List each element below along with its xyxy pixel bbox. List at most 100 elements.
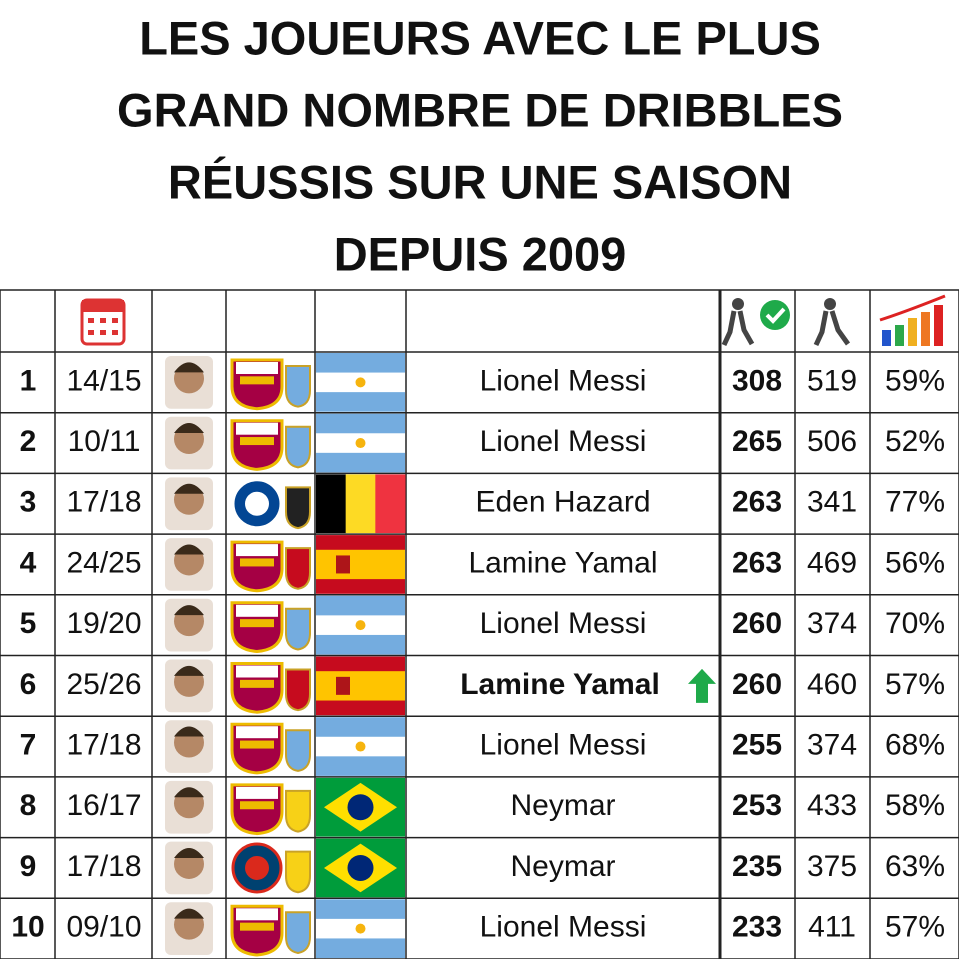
rank: 5 [20, 607, 37, 640]
club-crest-top [236, 362, 278, 374]
player-name: Lionel Messi [480, 607, 647, 640]
rate: 52% [885, 425, 945, 458]
club-crest-band [240, 619, 274, 628]
club-crest-top [236, 544, 278, 557]
rate: 77% [885, 486, 945, 519]
title-line: LES JOUEURS AVEC LE PLUS [139, 11, 821, 64]
player-hair [174, 665, 204, 676]
nation-crest [285, 425, 311, 469]
club-crest-top [236, 422, 278, 435]
table-row: 2 10/11 Lionel Messi 265 506 52% [20, 413, 945, 473]
successful: 265 [732, 425, 782, 458]
flag-sun [355, 620, 366, 631]
flag-globe [347, 854, 374, 881]
successful: 235 [732, 850, 782, 883]
player-hair [174, 847, 204, 858]
season: 25/26 [66, 668, 141, 701]
player-name: Lamine Yamal [469, 546, 658, 579]
rank: 1 [20, 364, 37, 397]
table-row: 7 17/18 Lionel Messi 255 374 68% [20, 717, 945, 776]
attempted: 519 [807, 364, 857, 397]
table-rows: 1 14/15 Lionel Messi 308 519 59% 2 10/11 Lionel … [11, 353, 945, 958]
rate: 57% [885, 911, 945, 944]
flag-sun [355, 438, 366, 449]
player-hair [174, 362, 204, 373]
flag-band [375, 474, 406, 534]
flag-globe [347, 794, 374, 821]
flag-arms [336, 555, 350, 574]
attempted-icon [813, 298, 851, 347]
nation-crest [285, 607, 311, 651]
club-crest-top [236, 604, 278, 617]
attempted: 411 [808, 911, 856, 944]
nation-crest [285, 365, 311, 408]
successful-icon [721, 298, 790, 347]
season: 17/18 [66, 728, 141, 761]
rate: 63% [885, 850, 945, 883]
season: 09/10 [66, 911, 141, 944]
flag-arms [336, 676, 350, 695]
nation-crest [285, 547, 311, 590]
flag-sun [355, 923, 366, 934]
nation-crest [285, 850, 311, 894]
successful: 263 [732, 546, 782, 579]
player-hair [174, 908, 204, 919]
season: 10/11 [68, 425, 141, 458]
attempted: 374 [807, 607, 857, 640]
player-name: Lamine Yamal [460, 668, 660, 701]
rank: 2 [20, 425, 37, 458]
table-grid [0, 289, 959, 959]
successful: 260 [732, 668, 782, 701]
club-crest-band [240, 376, 274, 385]
player-name: Lionel Messi [480, 364, 647, 397]
attempted: 460 [807, 668, 857, 701]
attempted: 433 [807, 789, 857, 822]
calendar-icon [80, 298, 126, 346]
nation-crest [285, 911, 311, 955]
rank: 10 [11, 911, 44, 944]
table-row: 4 24/25 Lamine Yamal 263 469 56% [20, 535, 945, 594]
table-row: 3 17/18 Eden Hazard 263 341 77% [20, 474, 945, 534]
club-crest-top [236, 786, 278, 799]
rate: 56% [885, 546, 945, 579]
club-crest-band [240, 437, 274, 446]
flag-band [345, 474, 376, 534]
club-crest-band [240, 922, 274, 931]
title-line: GRAND NOMBRE DE DRIBBLES [117, 83, 843, 136]
club-crest-inner [245, 855, 269, 880]
nation-crest [285, 486, 311, 530]
player-name: Neymar [510, 850, 615, 883]
club-crest-band [240, 679, 274, 688]
table-row: 5 19/20 Lionel Messi 260 374 70% [20, 595, 945, 655]
nation-crest [285, 789, 311, 833]
table-row: 6 25/26 Lamine Yamal 260 460 57% [20, 656, 945, 716]
title-line: RÉUSSIS SUR UNE SAISON [168, 155, 792, 208]
attempted: 374 [807, 728, 857, 761]
rate: 70% [885, 607, 945, 640]
rate: 57% [885, 668, 945, 701]
nation-crest [285, 729, 311, 772]
season: 14/15 [66, 364, 141, 397]
successful: 308 [732, 364, 782, 397]
player-hair [174, 605, 204, 616]
rate: 58% [885, 789, 945, 822]
rate: 59% [885, 364, 945, 397]
player-hair [174, 726, 204, 737]
club-crest-inner [245, 491, 269, 516]
rank: 9 [20, 850, 37, 883]
rate-icon [879, 294, 946, 346]
season: 24/25 [66, 546, 141, 579]
player-name: Lionel Messi [480, 728, 647, 761]
table-row: 1 14/15 Lionel Messi 308 519 59% [20, 353, 945, 412]
player-name: Neymar [510, 789, 615, 822]
table-row: 8 16/17 Neymar 253 433 58% [20, 777, 945, 837]
player-name: Eden Hazard [475, 486, 650, 519]
flag-sun [355, 741, 366, 752]
nation-crest [285, 668, 311, 712]
season: 16/17 [66, 789, 141, 822]
club-crest-band [240, 801, 274, 810]
table-row: 10 09/10 Lionel Messi 233 411 57% [11, 899, 945, 958]
flag-band [316, 474, 347, 534]
season: 17/18 [66, 850, 141, 883]
